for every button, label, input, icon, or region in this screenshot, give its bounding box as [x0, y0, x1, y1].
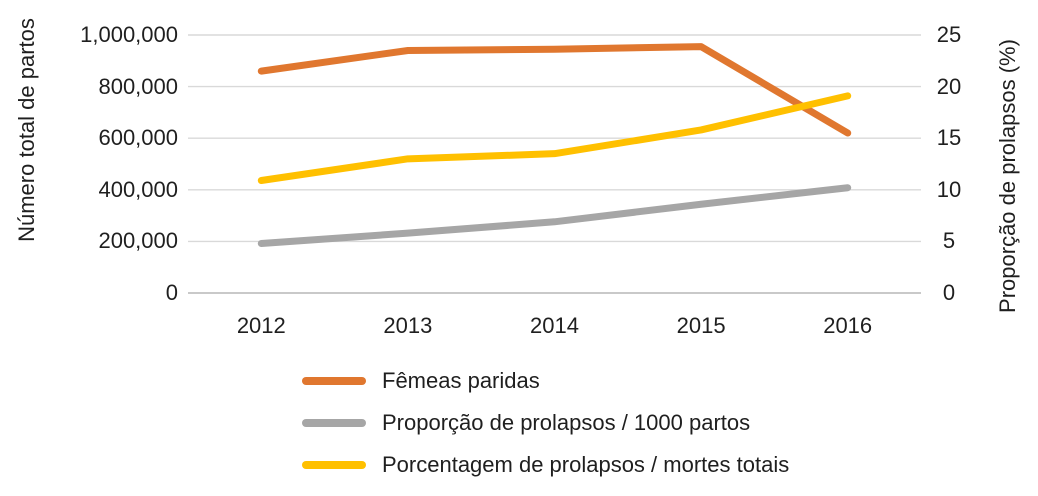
y-axis-right-tick-label: 15 — [936, 125, 962, 151]
y-axis-left-tick-label: 800,000 — [98, 73, 178, 99]
y-axis-left-tick-label: 200,000 — [98, 228, 178, 254]
y-axis-right-tick-label: 5 — [942, 228, 956, 254]
legend-marker-proporcao-de-prolapsos-1000-partos — [302, 419, 366, 427]
legend-item-proporcao-de-prolapsos-1000-partos: Proporção de prolapsos / 1000 partos — [302, 402, 789, 444]
legend-marker-femeas-paridas — [302, 377, 366, 385]
series-line-femeas-paridas — [257, 43, 852, 137]
y-axis-left-tick-label: 1,000,000 — [80, 22, 178, 47]
legend-marker-porcentagem-de-prolapsos-mortes-totais — [302, 461, 366, 469]
legend-label: Proporção de prolapsos / 1000 partos — [382, 410, 751, 435]
series-line-porcentagem-de-prolapsos-mortes-totais — [257, 92, 852, 185]
x-axis-tick-label-2014: 2014 — [530, 313, 579, 338]
legend-label: Porcentagem de prolapsos / mortes totais — [382, 452, 790, 477]
legend-label: Fêmeas paridas — [382, 368, 540, 393]
legend: Fêmeas paridas Proporção de prolapsos / 1… — [302, 360, 789, 486]
y-axis-right-tick-label: 25 — [936, 22, 962, 47]
series-line-proporcao-de-prolapsos-1000-partos — [257, 184, 852, 247]
y-axis-right-tick-label: 0 — [942, 280, 956, 305]
y-axis-right-tick-label: 10 — [936, 176, 962, 202]
right-axis-title: Proporção de prolapsos (%) — [995, 39, 1020, 313]
x-axis-tick-label-2015: 2015 — [676, 313, 726, 338]
x-axis-tick-label-2016: 2016 — [823, 313, 873, 338]
x-axis-tick-label-2012: 2012 — [236, 313, 286, 338]
y-axis-left-tick-label: 600,000 — [98, 125, 178, 151]
y-axis-left-tick-label: 0 — [165, 280, 178, 305]
x-axis-tick-label-2013: 2013 — [383, 313, 433, 338]
y-axis-left-tick-label: 400,000 — [98, 176, 178, 202]
legend-item-femeas-paridas: Fêmeas paridas — [302, 360, 789, 402]
y-axis-right-tick-label: 20 — [936, 73, 962, 99]
legend-item-porcentagem-de-prolapsos-mortes-totais: Porcentagem de prolapsos / mortes totais — [302, 444, 789, 486]
